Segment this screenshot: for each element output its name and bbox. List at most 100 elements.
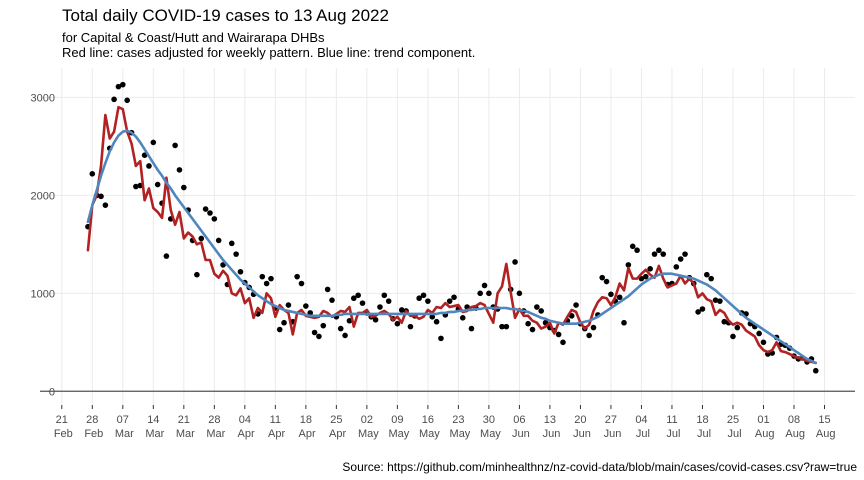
data-point (202, 206, 209, 212)
data-point (446, 298, 453, 304)
data-point (451, 294, 457, 301)
data-point (608, 291, 614, 298)
x-tick-label-line: 01 (757, 414, 769, 426)
x-tick-label-line: Apr (296, 428, 316, 440)
x-tick-label-line: Jul (694, 428, 711, 440)
x-tick-label-line: May (385, 428, 409, 440)
data-point (625, 262, 632, 268)
x-tick-label: 23 May (446, 414, 470, 440)
data-point (555, 331, 562, 338)
data-point (712, 297, 719, 303)
data-point (525, 320, 531, 327)
data-point (534, 304, 540, 310)
y-tick-label: 2000 (31, 190, 55, 202)
data-point (350, 295, 357, 302)
data-point (198, 235, 205, 242)
data-point (660, 251, 667, 257)
x-tick-label-line: 04 (239, 414, 251, 426)
x-tick-label-line: Apr (235, 428, 255, 440)
data-point (438, 335, 444, 342)
x-tick-label-line: Mar (112, 428, 134, 440)
x-tick-label-line: Apr (266, 428, 286, 440)
x-tick-label-line: Jun (540, 428, 561, 440)
data-point (207, 210, 213, 216)
x-tick-label-line: 18 (300, 414, 312, 426)
x-tick-label-line: Jul (633, 428, 650, 440)
x-tick-label: 21 Feb (51, 414, 73, 440)
chart-subtitle: for Capital & Coast/Hutt and Wairarapa D… (62, 30, 325, 45)
data-point (516, 290, 523, 297)
data-point (647, 266, 653, 272)
series-line (86, 105, 818, 365)
data-point (133, 183, 139, 190)
data-point (621, 319, 627, 326)
data-point (812, 367, 819, 374)
x-tick-label: 04 Apr (235, 414, 255, 440)
data-point (324, 286, 331, 293)
x-tick-label: 28 Feb (81, 414, 103, 440)
x-tick-label-line: 11 (666, 414, 677, 426)
x-tick-label-line: Jul (663, 428, 680, 440)
x-tick-label-line: May (416, 428, 440, 440)
data-point (381, 292, 388, 299)
x-tick-label: 07 Mar (112, 414, 134, 440)
data-point (695, 309, 701, 315)
data-point (154, 181, 161, 188)
x-tick-label-line: 25 (727, 414, 739, 426)
x-tick-label: 25 Apr (327, 414, 347, 440)
data-point (429, 314, 436, 320)
data-point (573, 302, 579, 308)
x-tick-label-line: 28 (86, 414, 98, 426)
x-tick-label-line: 23 (452, 414, 464, 426)
grid (40, 68, 855, 405)
caption: Source: https://github.com/minhealthnz/n… (342, 460, 857, 474)
x-tick-label: 18 Apr (296, 414, 316, 440)
data-point (420, 292, 427, 299)
x-tick-label-line: Jun (570, 428, 591, 440)
x-tick-label-line: Aug (783, 428, 805, 440)
data-point (111, 96, 117, 103)
x-tick-label: 27 Jun (601, 414, 622, 440)
x-tick-label-line: Aug (752, 428, 774, 440)
data-point (276, 326, 283, 333)
x-tick-label: 13 Jun (540, 414, 561, 440)
data-point (120, 81, 126, 88)
data-point (499, 323, 505, 330)
data-point (176, 167, 183, 173)
x-tick-label-line: May (446, 428, 470, 440)
data-point (228, 240, 235, 247)
x-tick-label-line: 06 (513, 414, 525, 426)
data-point (181, 184, 187, 191)
data-point (756, 330, 762, 337)
x-tick-label-line: Jun (509, 428, 530, 440)
data-point (329, 297, 335, 303)
data-point (233, 251, 239, 257)
chart-title: Total daily COVID-19 cases to 13 Aug 202… (62, 6, 389, 25)
data-point (285, 302, 292, 308)
data-point (734, 324, 741, 331)
x-tick-label: 11 Apr (266, 414, 286, 440)
data-point (259, 273, 266, 280)
data-point (163, 253, 170, 259)
x-tick-label: 08 Aug (783, 414, 805, 440)
x-tick-label-line: Aug (813, 428, 835, 440)
data-point (616, 294, 623, 301)
data-point (416, 295, 422, 302)
x-tick-label: 04 Jul (633, 414, 650, 440)
x-tick-label-line: 16 (422, 414, 434, 426)
data-point (281, 319, 287, 326)
x-tick-label: 21 Mar (173, 414, 195, 440)
data-point (634, 247, 640, 254)
x-tick-label-line: 18 (696, 414, 708, 426)
data-point (529, 326, 536, 333)
y-tick-label: 3000 (31, 92, 55, 104)
x-tick-label-line: 21 (56, 414, 68, 426)
data-point (346, 317, 353, 324)
data-point (590, 324, 597, 331)
x-tick-label-line: Apr (327, 428, 347, 440)
x-tick-label-line: 28 (208, 414, 220, 426)
data-point (560, 339, 566, 346)
data-point (342, 332, 348, 339)
data-point (677, 256, 684, 262)
